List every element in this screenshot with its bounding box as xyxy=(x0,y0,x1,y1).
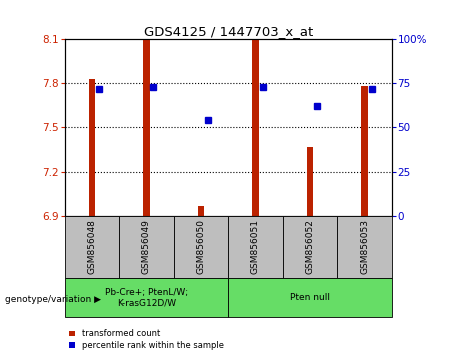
Text: GSM856053: GSM856053 xyxy=(360,219,369,274)
Bar xyxy=(283,216,337,278)
Bar xyxy=(174,216,228,278)
Text: GSM856051: GSM856051 xyxy=(251,219,260,274)
Legend: transformed count, percentile rank within the sample: transformed count, percentile rank withi… xyxy=(69,329,224,350)
Bar xyxy=(252,40,259,216)
Text: genotype/variation ▶: genotype/variation ▶ xyxy=(5,295,100,304)
Text: Pten null: Pten null xyxy=(290,293,330,302)
Bar xyxy=(228,216,283,278)
Title: GDS4125 / 1447703_x_at: GDS4125 / 1447703_x_at xyxy=(143,25,313,38)
Text: Pb-Cre+; PtenL/W;
K-rasG12D/W: Pb-Cre+; PtenL/W; K-rasG12D/W xyxy=(105,288,188,307)
Text: GSM856052: GSM856052 xyxy=(306,219,314,274)
Bar xyxy=(228,278,392,317)
Bar xyxy=(337,216,392,278)
Bar xyxy=(89,79,95,216)
Bar xyxy=(119,216,174,278)
Text: GSM856050: GSM856050 xyxy=(196,219,206,274)
Bar xyxy=(307,147,313,216)
Text: GSM856049: GSM856049 xyxy=(142,219,151,274)
Bar xyxy=(143,40,150,216)
Bar xyxy=(198,206,204,216)
Bar xyxy=(65,278,228,317)
Bar xyxy=(361,86,368,216)
Text: GSM856048: GSM856048 xyxy=(87,219,96,274)
Bar xyxy=(65,216,119,278)
